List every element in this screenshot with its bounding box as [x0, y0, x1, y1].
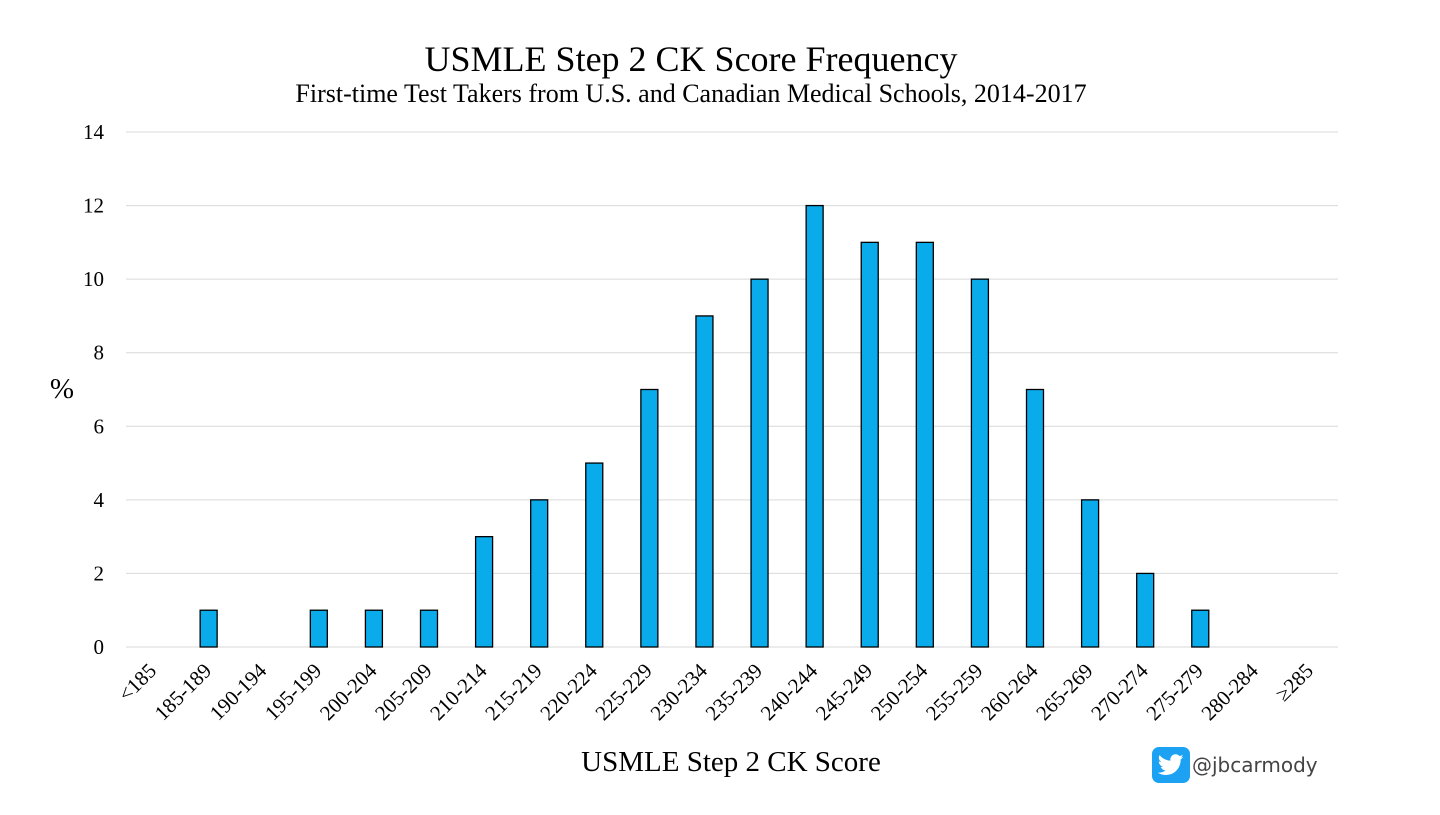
y-tick-label: 0	[94, 635, 105, 659]
x-tick-label: 265-269	[1031, 659, 1097, 725]
bar-225-229	[640, 388, 659, 648]
x-tick-label: 210-214	[425, 658, 492, 725]
x-axis-label: USMLE Step 2 CK Score	[581, 746, 881, 778]
bar-240-244	[805, 204, 824, 648]
x-tick-label: 240-244	[756, 658, 823, 725]
bar-275-279	[1191, 609, 1210, 648]
x-tick-label: 280-284	[1196, 658, 1263, 725]
bar-245-249	[860, 241, 879, 648]
y-tick-label: 2	[94, 561, 105, 585]
twitter-icon	[1152, 747, 1190, 783]
x-tick-label: <185	[113, 659, 161, 707]
x-tick-label: 275-279	[1141, 659, 1207, 725]
bar-215-219	[530, 499, 549, 648]
y-tick-label: 6	[94, 414, 105, 438]
bar-220-224	[585, 462, 604, 648]
x-tick-label: 225-229	[590, 659, 656, 725]
bar-185-189	[199, 609, 218, 648]
chart-title: USMLE Step 2 CK Score Frequency	[425, 39, 958, 79]
x-tick-label: 220-224	[535, 658, 602, 725]
x-tick-label: 215-219	[480, 659, 546, 725]
y-tick-label: 4	[94, 488, 105, 512]
bar-260-264	[1025, 388, 1045, 648]
bar-230-234	[695, 315, 714, 648]
twitter-attribution[interactable]: @jbcarmody	[1152, 747, 1318, 783]
bar-255-259	[970, 278, 990, 648]
bar-205-209	[419, 609, 439, 648]
x-tick-label: 235-239	[701, 659, 767, 725]
twitter-handle: @jbcarmody	[1192, 753, 1318, 777]
gridlines	[126, 131, 1338, 648]
y-tick-label: 14	[83, 120, 105, 144]
x-tick-label: 185-189	[150, 659, 216, 725]
x-tick-label: 230-234	[646, 658, 713, 725]
x-tick-label: 245-249	[811, 659, 877, 725]
x-tick-label: 250-254	[866, 658, 933, 725]
x-tick-label: 200-204	[315, 658, 382, 725]
x-tick-label: 260-264	[976, 658, 1043, 725]
y-tick-label: 8	[94, 341, 105, 365]
bar-270-274	[1136, 572, 1155, 648]
x-tick-label: 205-209	[370, 659, 436, 725]
bar-265-269	[1080, 499, 1100, 648]
y-tick-label: 12	[83, 194, 104, 218]
x-tick-label: 270-274	[1086, 658, 1153, 725]
bar-195-199	[309, 609, 328, 648]
y-axis-label: %	[50, 373, 74, 405]
x-tick-label: ≥285	[1271, 659, 1318, 706]
bar-250-254	[915, 241, 934, 648]
chart-subtitle: First-time Test Takers from U.S. and Can…	[295, 79, 1086, 108]
y-axis-ticks: 0 2 4 6 8 10 12 14	[83, 120, 105, 659]
x-tick-label: 195-199	[260, 659, 326, 725]
x-tick-label: 255-259	[921, 659, 987, 725]
bars	[199, 204, 1210, 648]
bar-200-204	[364, 609, 384, 648]
x-tick-label: 190-194	[205, 658, 272, 725]
bar-210-214	[474, 535, 494, 648]
bar-235-239	[750, 278, 769, 648]
x-axis-ticks: <185185-189190-194195-199200-204205-2092…	[113, 658, 1318, 725]
y-tick-label: 10	[83, 267, 104, 291]
